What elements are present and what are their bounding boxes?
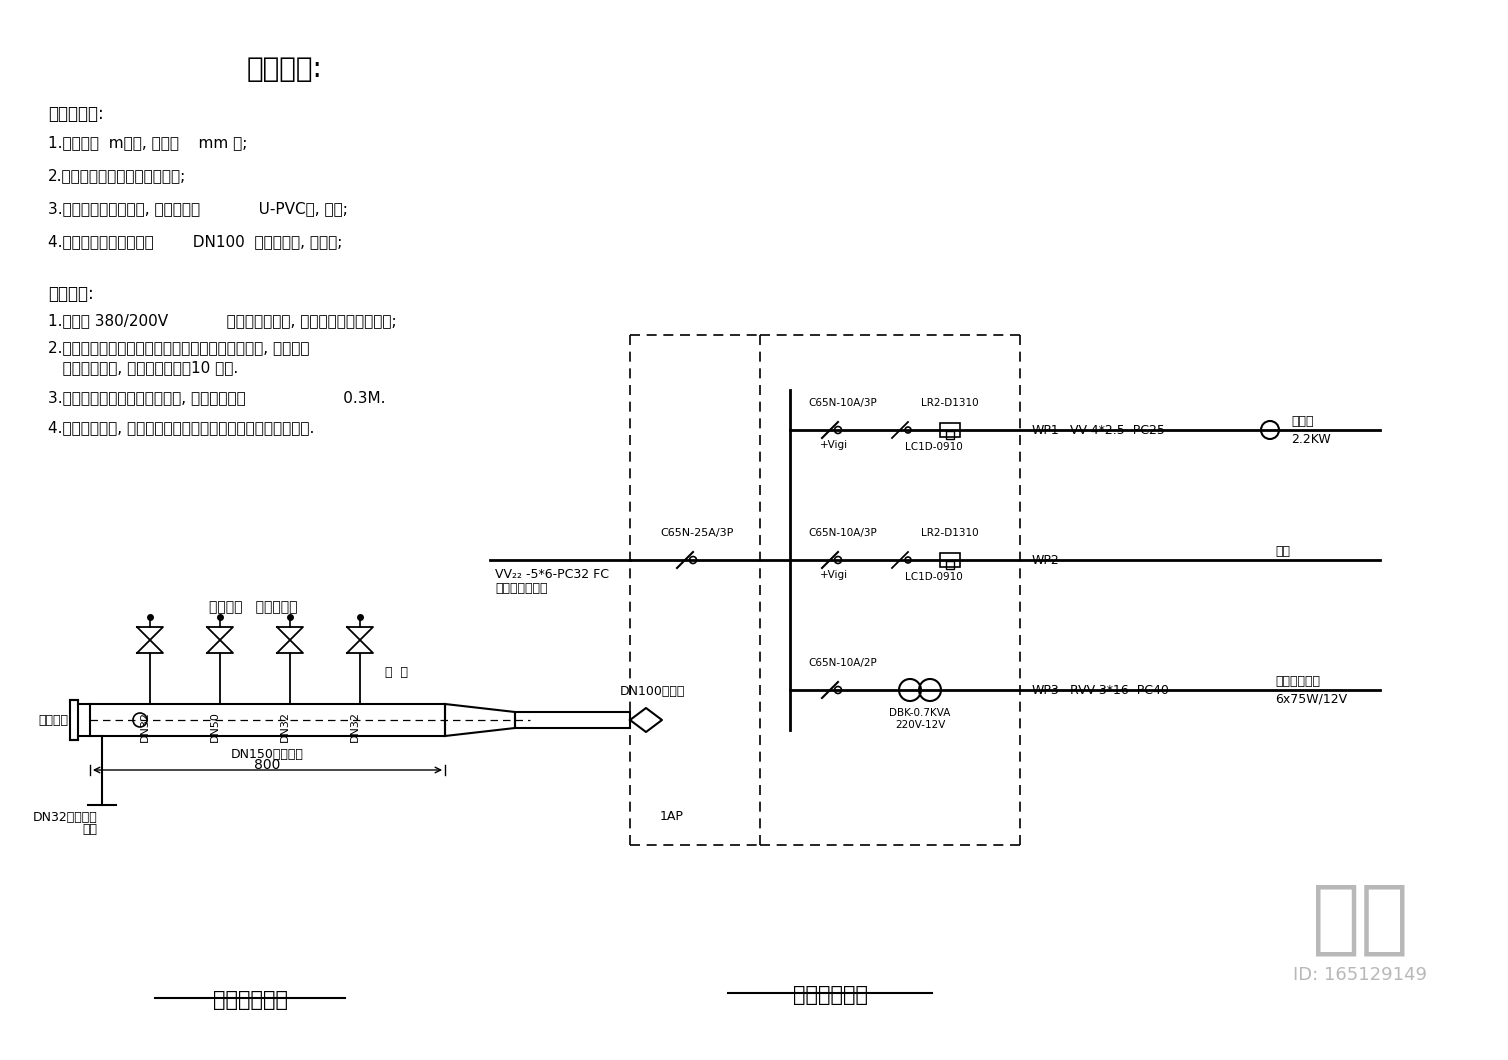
Text: C65N-25A/3P: C65N-25A/3P: [661, 528, 733, 538]
Text: DN100配水管: DN100配水管: [620, 685, 685, 697]
Text: 3.给水管系用焊接钢管, 排水管采用            U-PVC管, 粘接;: 3.给水管系用焊接钢管, 排水管采用 U-PVC管, 粘接;: [48, 201, 348, 216]
Text: 2.配水支管应根据现场需要增减;: 2.配水支管应根据现场需要增减;: [48, 167, 187, 183]
Text: 潜水泵: 潜水泵: [1291, 416, 1313, 428]
Text: 知束: 知束: [1312, 881, 1408, 959]
Text: ID: 165129149: ID: 165129149: [1292, 966, 1427, 984]
Text: 800: 800: [253, 758, 280, 772]
Text: 电气说明:: 电气说明:: [48, 285, 93, 303]
Text: +Vigi: +Vigi: [820, 570, 847, 580]
Text: C65N-10A/3P: C65N-10A/3P: [808, 398, 876, 408]
Text: 配电箱系统图: 配电箱系统图: [793, 985, 867, 1005]
Text: 备用: 备用: [81, 823, 97, 836]
Bar: [946, 561, 955, 569]
Bar: [939, 423, 961, 437]
Text: DN32: DN32: [140, 711, 149, 742]
Text: 法兰封堵: 法兰封堵: [38, 713, 68, 726]
Text: +Vigi: +Vigi: [820, 440, 847, 450]
Text: DN32配水支管: DN32配水支管: [32, 811, 97, 824]
Text: LR2-D1310: LR2-D1310: [921, 528, 979, 538]
Text: LC1D-0910: LC1D-0910: [905, 572, 962, 582]
Text: LC1D-0910: LC1D-0910: [905, 442, 962, 452]
Text: LR2-D1310: LR2-D1310: [921, 398, 979, 408]
Text: 6x75W/12V: 6x75W/12V: [1274, 693, 1347, 706]
Text: DBK-0.7KVA: DBK-0.7KVA: [890, 708, 950, 718]
Text: 4.图中未详之处, 请参照有关电气规范、电气安装工程图集施工.: 4.图中未详之处, 请参照有关电气规范、电气安装工程图集施工.: [48, 420, 314, 435]
Text: WP2: WP2: [1031, 553, 1060, 566]
Text: DN150配水干管: DN150配水干管: [231, 748, 303, 761]
Text: 给排水说明:: 给排水说明:: [48, 105, 104, 123]
Text: 配水干管详图: 配水干管详图: [213, 990, 288, 1010]
Text: 1.电源为 380/200V            三相五线制电源, 电源引自附近低压电源;: 1.电源为 380/200V 三相五线制电源, 电源引自附近低压电源;: [48, 313, 397, 328]
Text: 宜设重复接地, 接地电阻不大于10 欧姆.: 宜设重复接地, 接地电阻不大于10 欧姆.: [48, 360, 238, 375]
Text: VV-4*2.5  PC25: VV-4*2.5 PC25: [1071, 424, 1164, 437]
Text: 2.2KW: 2.2KW: [1291, 432, 1330, 446]
Text: C65N-10A/3P: C65N-10A/3P: [808, 528, 876, 538]
Text: 设计说明:: 设计说明:: [247, 55, 323, 83]
Text: DN32: DN32: [350, 711, 360, 742]
Text: 水底射灯回路: 水底射灯回路: [1274, 675, 1320, 688]
Text: 220V-12V: 220V-12V: [894, 720, 946, 730]
Text: 4.潜水泵出水管依次安装        DN100  橡胶软接头, 止回阀;: 4.潜水泵出水管依次安装 DN100 橡胶软接头, 止回阀;: [48, 234, 342, 249]
Bar: [69, 700, 78, 740]
Text: 3.动力配电箱的安装位置现场定, 混凝土基础离                    0.3M.: 3.动力配电箱的安装位置现场定, 混凝土基础离 0.3M.: [48, 390, 386, 405]
Text: 配水支管   均接至贮罐: 配水支管 均接至贮罐: [208, 600, 297, 614]
Text: 引自附近配电柜: 引自附近配电柜: [495, 582, 547, 595]
Text: C65N-10A/2P: C65N-10A/2P: [808, 658, 876, 668]
Bar: [90, 704, 445, 736]
Text: 1.标高高以  m计外, 其余以    mm 计;: 1.标高高以 m计外, 其余以 mm 计;: [48, 135, 247, 151]
Text: 2.所有室外灯具及用电设备金属外壳均须作可靠接地, 回路末端: 2.所有室外灯具及用电设备金属外壳均须作可靠接地, 回路末端: [48, 340, 309, 355]
Bar: [939, 553, 961, 567]
Text: 备用: 备用: [1274, 545, 1289, 558]
Text: 闸  阀: 闸 阀: [385, 666, 409, 679]
Bar: [946, 431, 955, 439]
Text: WP1: WP1: [1031, 424, 1060, 437]
Text: VV₂₂ -5*6-PC32 FC: VV₂₂ -5*6-PC32 FC: [495, 568, 609, 581]
Bar: [516, 712, 630, 728]
Text: DN32: DN32: [280, 711, 290, 742]
Text: 1AP: 1AP: [661, 810, 683, 823]
Text: DN50: DN50: [210, 711, 220, 742]
Text: RVV-3*16  PC40: RVV-3*16 PC40: [1071, 684, 1169, 696]
Text: WP3: WP3: [1031, 684, 1060, 696]
